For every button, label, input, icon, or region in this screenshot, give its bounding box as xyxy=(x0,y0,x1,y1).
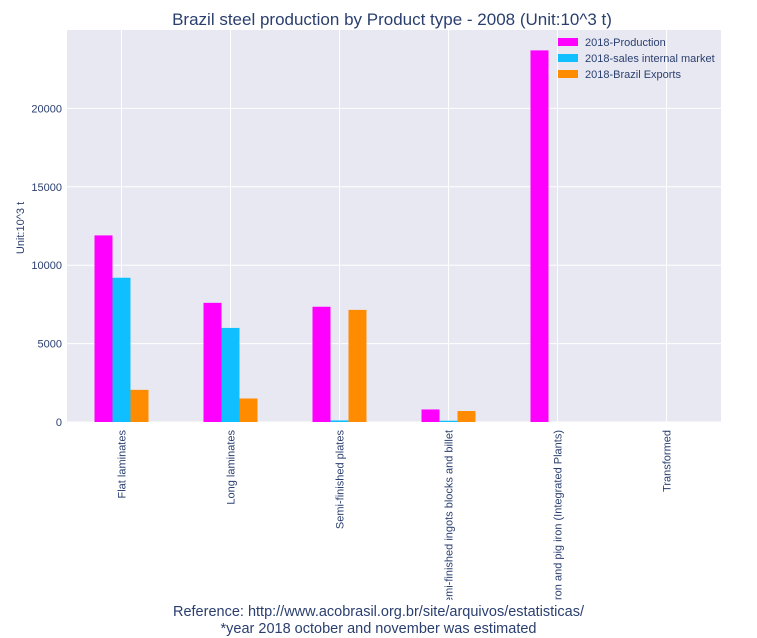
bar xyxy=(439,420,458,422)
bar xyxy=(312,306,331,422)
x-tick-label: Long laminates xyxy=(226,430,238,505)
reference-note: Reference: http://www.acobrasil.org.br/s… xyxy=(172,604,584,620)
x-tick-label: Transformed xyxy=(662,430,674,492)
bar xyxy=(457,411,476,422)
legend-label: 2018-Production xyxy=(585,37,666,49)
y-tick-label: 20000 xyxy=(31,103,62,115)
x-tick-label: Semi-finished plates xyxy=(335,430,347,530)
plot-area: 0 5000 10000 15000 20000 Flat laminates Long l… xyxy=(31,30,721,600)
y-tick-label: 0 xyxy=(56,417,62,429)
legend-label: 2018-Brazil Exports xyxy=(585,69,681,81)
bar xyxy=(421,409,440,422)
x-tick-label: Semi-finished ingots blocks and billet xyxy=(444,430,456,600)
plot-background xyxy=(67,30,721,422)
x-tick-label: Iron and pig iron (Integrated Plants) xyxy=(553,430,565,600)
bar-chart: Brazil steel production by Product type … xyxy=(15,10,721,600)
legend-swatch xyxy=(558,70,578,78)
bar xyxy=(330,420,349,422)
y-tick-label: 10000 xyxy=(31,260,62,272)
bar xyxy=(112,277,131,422)
bar xyxy=(94,235,113,422)
legend-swatch xyxy=(558,38,578,46)
legend: 2018-Production 2018-sales internal marke… xyxy=(558,37,715,81)
x-tick-label: Flat laminates xyxy=(117,430,129,499)
y-tick-label: 5000 xyxy=(38,339,62,351)
legend-label: 2018-sales internal market xyxy=(585,53,715,65)
estimate-note: *year 2018 october and november was esti… xyxy=(220,621,537,637)
bar xyxy=(203,302,222,422)
y-axis-label: Unit:10^3 t xyxy=(15,202,27,254)
bar xyxy=(221,327,240,422)
bar xyxy=(130,389,149,422)
chart-title: Brazil steel production by Product type … xyxy=(172,10,612,29)
bar xyxy=(530,50,549,422)
bar xyxy=(239,398,258,422)
legend-swatch xyxy=(558,54,578,62)
bar xyxy=(348,309,367,422)
y-tick-label: 15000 xyxy=(31,182,62,194)
